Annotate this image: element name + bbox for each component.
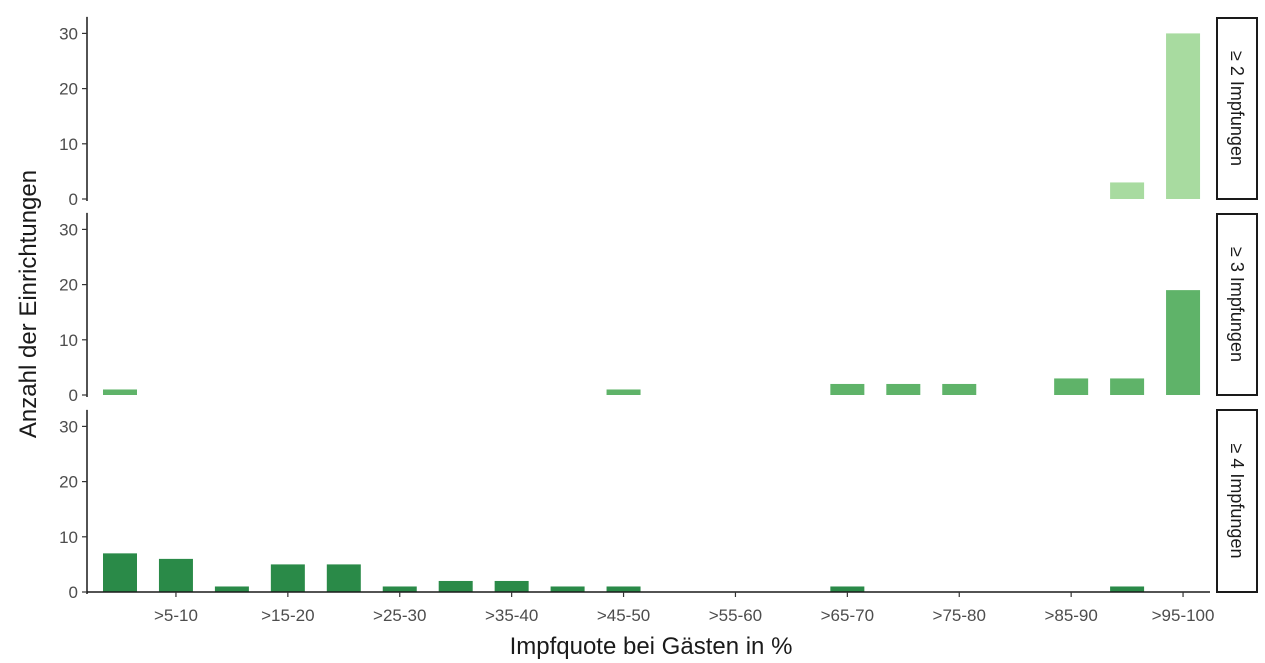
bar-panel3->25-30	[382, 586, 417, 592]
bar-panel3->40-45	[550, 586, 585, 592]
y-tick-label-3-20: 20	[59, 473, 78, 492]
y-tick-label-2-0: 0	[69, 386, 78, 405]
bar-panel2->85-90	[1054, 378, 1089, 395]
x-tick-label->35-40: >35-40	[485, 606, 538, 625]
bar-panel2->70-75	[886, 383, 921, 395]
x-axis-title: Impfquote bei Gästen in %	[510, 633, 793, 660]
bar-panel3-0-5	[103, 553, 137, 592]
strip-box-3	[1216, 409, 1258, 593]
bar-panel3->20-25	[326, 564, 361, 592]
bar-panel3->35-40	[494, 580, 529, 592]
x-tick-label->55-60: >55-60	[709, 606, 762, 625]
y-tick-label-1-30: 30	[59, 24, 78, 43]
bar-panel3->45-50	[606, 586, 641, 592]
x-tick-label->45-50: >45-50	[597, 606, 650, 625]
x-tick-label->85-90: >85-90	[1044, 606, 1097, 625]
x-tick-label->5-10: >5-10	[154, 606, 198, 625]
x-tick-label->65-70: >65-70	[821, 606, 874, 625]
bar-panel3->90-95	[1110, 586, 1145, 592]
strip-box-1	[1216, 17, 1258, 200]
bar-panel2-0-5	[103, 389, 137, 395]
bar-panel2->95-100	[1166, 290, 1201, 395]
y-tick-label-1-10: 10	[59, 135, 78, 154]
bar-panel1->90-95	[1110, 182, 1145, 199]
y-tick-label-3-30: 30	[59, 417, 78, 436]
bar-panel1->95-100	[1166, 33, 1201, 200]
y-tick-label-1-20: 20	[59, 80, 78, 99]
bar-panel3->30-35	[438, 580, 473, 592]
bar-panel2->75-80	[942, 383, 977, 395]
y-tick-label-3-0: 0	[69, 583, 78, 602]
x-tick-label->75-80: >75-80	[933, 606, 986, 625]
bar-panel2->90-95	[1110, 378, 1145, 395]
x-tick-label->95-100: >95-100	[1152, 606, 1215, 625]
bar-panel3->5-10	[158, 558, 193, 592]
y-tick-label-2-20: 20	[59, 276, 78, 295]
bar-panel3->15-20	[270, 564, 305, 592]
strip-label-2: ≥ 3 Impfungen	[1227, 247, 1247, 362]
x-tick-label->15-20: >15-20	[261, 606, 314, 625]
strip-label-1: ≥ 2 Impfungen	[1227, 51, 1247, 166]
y-axis-title: Anzahl der Einrichtungen	[15, 170, 42, 438]
bar-panel2->45-50	[606, 389, 641, 395]
y-tick-label-2-10: 10	[59, 331, 78, 350]
bar-panel2->65-70	[830, 383, 865, 395]
strip-label-3: ≥ 4 Impfungen	[1227, 444, 1247, 559]
y-tick-label-2-30: 30	[59, 220, 78, 239]
y-tick-label-1-0: 0	[69, 190, 78, 209]
strip-box-2	[1216, 213, 1258, 396]
x-tick-label->25-30: >25-30	[373, 606, 426, 625]
y-tick-label-3-10: 10	[59, 528, 78, 547]
bar-panel3->10-15	[214, 586, 249, 592]
bar-panel3->65-70	[830, 586, 865, 592]
